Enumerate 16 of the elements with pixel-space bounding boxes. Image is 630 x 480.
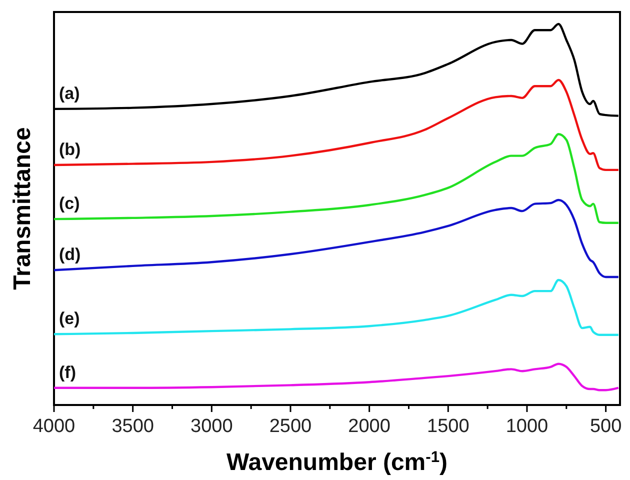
x-tick-label: 1000 [506, 416, 548, 437]
x-tick-label: 1500 [427, 416, 470, 437]
series-label: (e) [59, 309, 80, 328]
series-label: (a) [59, 84, 80, 103]
y-axis-title: Transmittance [9, 127, 36, 290]
x-tick-label: 3000 [190, 416, 233, 437]
x-tick-label: 3500 [112, 416, 154, 437]
series-label: (d) [59, 245, 81, 264]
x-tick-label: 2500 [269, 416, 312, 437]
x-tick-label: 500 [590, 416, 622, 437]
series-label: (f) [59, 362, 76, 382]
x-tick-label: 2000 [348, 416, 390, 437]
series-label: (b) [59, 140, 81, 159]
series-label: (c) [59, 194, 80, 214]
x-tick-label: 4000 [32, 416, 76, 437]
x-axis-title: Wavenumber (cm$^{-1}$) [226, 448, 448, 476]
